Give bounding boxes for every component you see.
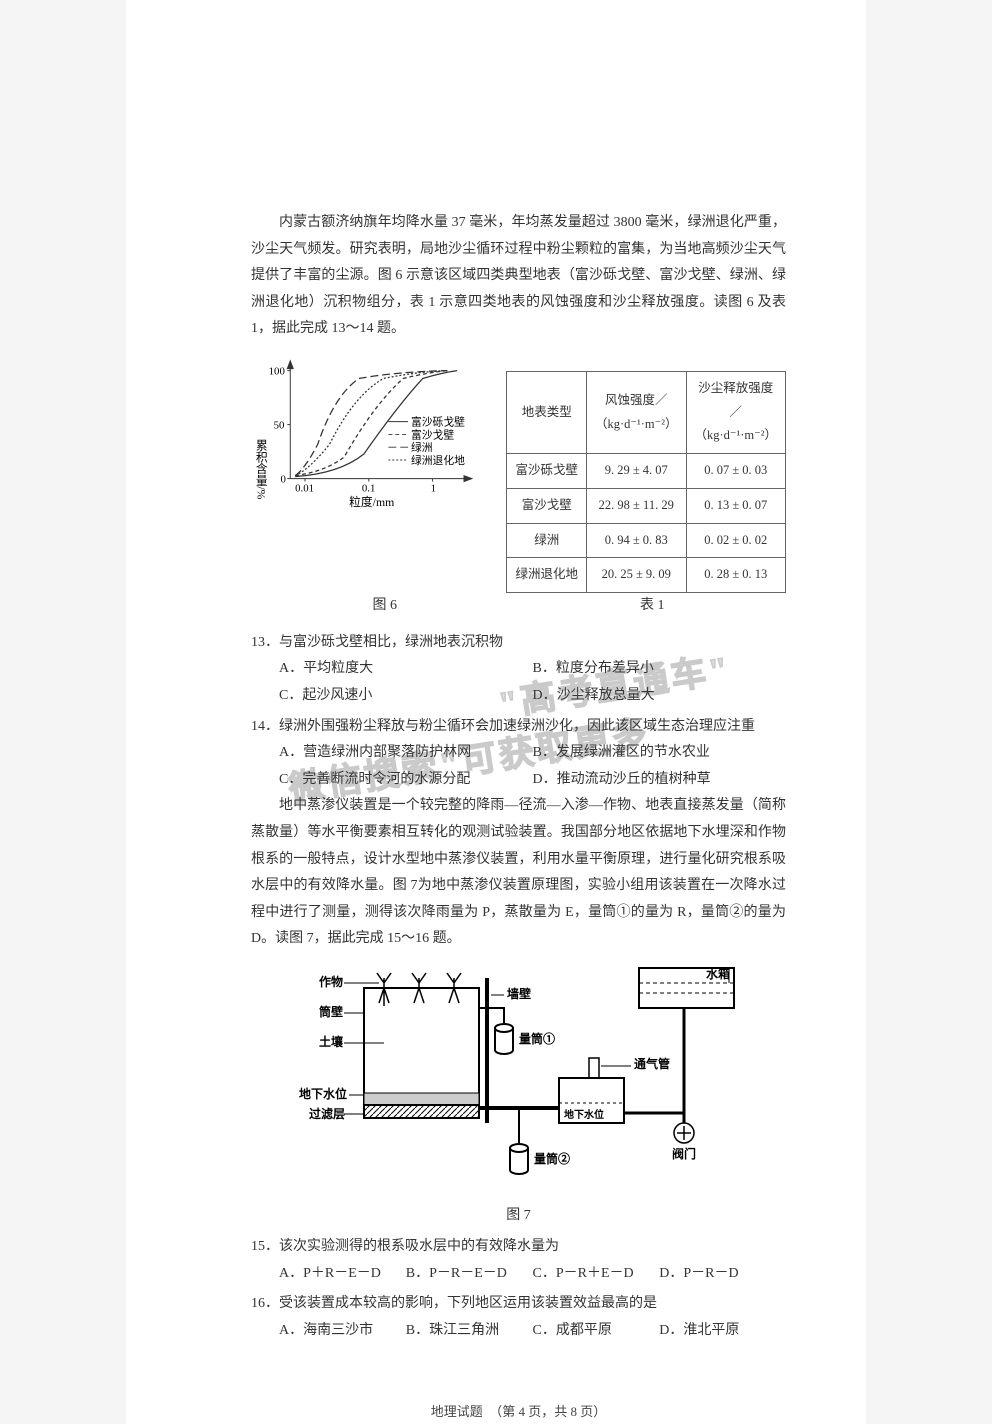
intro-paragraph-2: 地中蒸渗仪装置是一个较完整的降雨—径流—入渗—作物、地表直接蒸发量（简称蒸散量）… xyxy=(251,793,786,953)
lbl-tongbi: 筒壁 xyxy=(319,1004,343,1019)
cell: 22. 98 ± 11. 29 xyxy=(587,488,687,523)
ytick-0: 0 xyxy=(280,473,285,485)
cell: 富沙砾戈壁 xyxy=(507,454,587,489)
cell: 绿洲 xyxy=(507,523,587,558)
q14-opt-b: B．发展绿洲灌区的节水农业 xyxy=(533,740,787,767)
lbl-glvc: 过滤层 xyxy=(309,1106,345,1121)
th-2: 沙尘释放强度／ （kg·d⁻¹·m⁻²） xyxy=(686,371,786,453)
page-footer: 地理试题 （第 4 页，共 8 页） xyxy=(251,1400,786,1424)
table1-caption: 表 1 xyxy=(640,593,665,620)
chart-svg: 100 50 0 0.01 0.1 1 累积含量/% 粒度/mm xyxy=(251,351,491,523)
figure-7: 作物 筒壁 土壤 地下水位 过滤层 墙壁 量筒① 通气管 地下水位 xyxy=(251,958,786,1229)
q16-opt-a: A．海南三沙市 xyxy=(279,1318,406,1345)
lbl-turang: 土壤 xyxy=(319,1034,344,1049)
q14-opt-d: D．推动流动沙丘的植树种草 xyxy=(533,767,787,794)
q13-opt-d: D．沙尘释放总量大 xyxy=(533,683,787,710)
x-axis-label: 粒度/mm xyxy=(349,495,394,509)
legend-0: 富沙砾戈壁 xyxy=(411,416,465,429)
q13-opt-c: C．起沙风速小 xyxy=(279,683,533,710)
lbl-sx: 水箱 xyxy=(706,966,730,981)
lbl-tqg: 通气管 xyxy=(634,1056,670,1071)
question-13: 13．与富沙砾戈壁相比，绿洲地表沉积物 A．平均粒度大 B．粒度分布差异小 C．… xyxy=(251,630,786,710)
q14-opt-c: C．完善断流时令河的水源分配 xyxy=(279,767,533,794)
exam-page: 内蒙古额济纳旗年均降水量 37 毫米，年均蒸发量超过 3800 毫米，绿洲退化严… xyxy=(126,0,866,1424)
q16-opt-d: D．淮北平原 xyxy=(659,1318,786,1345)
fig7-caption: 图 7 xyxy=(251,1203,786,1230)
lbl-fm: 阀门 xyxy=(672,1146,696,1161)
legend-2: 绿洲 xyxy=(411,441,433,454)
q15-opt-b: B．P－R－E－D xyxy=(406,1261,533,1288)
q15-opt-a: A．P＋R－E－D xyxy=(279,1261,406,1288)
cell: 9. 29 ± 4. 07 xyxy=(587,454,687,489)
q15-text: 15．该次实验测得的根系吸水层中的有效降水量为 xyxy=(251,1234,786,1261)
cell: 绿洲退化地 xyxy=(507,558,587,593)
q14-text: 14．绿洲外围强粉尘释放与粉尘循环会加速绿洲沙化，因此该区域生态治理应注重 xyxy=(251,714,786,741)
legend-3: 绿洲退化地 xyxy=(411,454,465,467)
q13-text: 13．与富沙砾戈壁相比，绿洲地表沉积物 xyxy=(251,630,786,657)
cell: 0. 02 ± 0. 02 xyxy=(686,523,786,558)
cell: 富沙戈壁 xyxy=(507,488,587,523)
th-0: 地表类型 xyxy=(507,371,587,453)
xtick-1: 0.1 xyxy=(362,482,375,494)
q13-opt-a: A．平均粒度大 xyxy=(279,656,533,683)
cell: 0. 13 ± 0. 07 xyxy=(686,488,786,523)
cell: 0. 07 ± 0. 03 xyxy=(686,454,786,489)
intro-paragraph-1: 内蒙古额济纳旗年均降水量 37 毫米，年均蒸发量超过 3800 毫米，绿洲退化严… xyxy=(251,210,786,343)
q16-opt-c: C．成都平原 xyxy=(533,1318,660,1345)
table-1: 地表类型 风蚀强度／ （kg·d⁻¹·m⁻²） 沙尘释放强度／ （kg·d⁻¹·… xyxy=(506,371,786,593)
ytick-100: 100 xyxy=(269,366,285,378)
cell: 20. 25 ± 9. 09 xyxy=(587,558,687,593)
question-16: 16．受该装置成本较高的影响，下列地区运用该装置效益最高的是 A．海南三沙市 B… xyxy=(251,1291,786,1344)
fig7-svg: 作物 筒壁 土壤 地下水位 过滤层 墙壁 量筒① 通气管 地下水位 xyxy=(289,958,749,1188)
chart-fig6: 100 50 0 0.01 0.1 1 累积含量/% 粒度/mm xyxy=(251,351,491,533)
lbl-lt2: 量筒② xyxy=(534,1151,570,1166)
q15-opt-d: D．P－R－D xyxy=(659,1261,786,1288)
ytick-50: 50 xyxy=(274,420,285,432)
fig6-caption: 图 6 xyxy=(373,593,398,620)
question-15: 15．该次实验测得的根系吸水层中的有效降水量为 A．P＋R－E－D B．P－R－… xyxy=(251,1234,786,1287)
y-axis-label: 累积含量/% xyxy=(254,439,267,499)
cell: 0. 94 ± 0. 83 xyxy=(587,523,687,558)
legend-1: 富沙戈壁 xyxy=(411,428,454,441)
q14-opt-a: A．营造绿洲内部聚落防护林网 xyxy=(279,740,533,767)
data-table: 地表类型 风蚀强度／ （kg·d⁻¹·m⁻²） 沙尘释放强度／ （kg·d⁻¹·… xyxy=(506,371,786,593)
question-14: 14．绿洲外围强粉尘释放与粉尘循环会加速绿洲沙化，因此该区域生态治理应注重 A．… xyxy=(251,714,786,794)
xtick-0: 0.01 xyxy=(295,482,314,494)
figure-table-row: 100 50 0 0.01 0.1 1 累积含量/% 粒度/mm xyxy=(251,351,786,593)
lbl-lt1: 量筒① xyxy=(519,1031,555,1046)
lbl-zuowu: 作物 xyxy=(319,974,343,989)
q16-text: 16．受该装置成本较高的影响，下列地区运用该装置效益最高的是 xyxy=(251,1291,786,1318)
q15-opt-c: C．P－R＋E－D xyxy=(533,1261,660,1288)
lbl-dxsw: 地下水位 xyxy=(299,1086,347,1101)
content-area: 内蒙古额济纳旗年均降水量 37 毫米，年均蒸发量超过 3800 毫米，绿洲退化严… xyxy=(126,210,866,1424)
th-1: 风蚀强度／ （kg·d⁻¹·m⁻²） xyxy=(587,371,687,453)
cell: 0. 28 ± 0. 13 xyxy=(686,558,786,593)
lbl-qiangbi: 墙壁 xyxy=(507,986,531,1001)
lbl-dxsw2: 地下水位 xyxy=(564,1108,604,1121)
xtick-2: 1 xyxy=(431,482,436,494)
q16-opt-b: B．珠江三角洲 xyxy=(406,1318,533,1345)
caption-row-1: 图 6 表 1 xyxy=(251,593,786,620)
q13-opt-b: B．粒度分布差异小 xyxy=(533,656,787,683)
